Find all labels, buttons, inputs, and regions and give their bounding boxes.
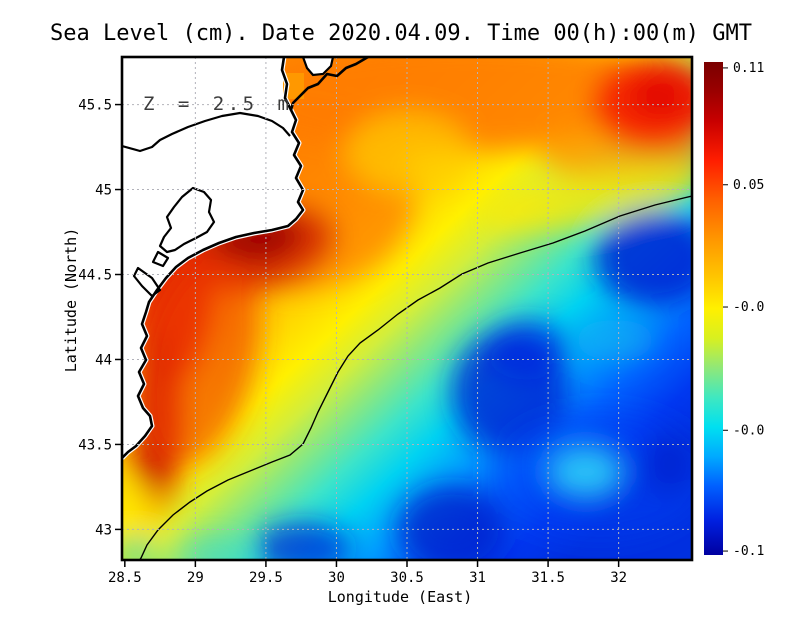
x-tick-label: 28.5 bbox=[108, 570, 142, 586]
x-axis-label: Longitude (East) bbox=[328, 588, 473, 606]
y-tick-label: 44.5 bbox=[78, 268, 112, 284]
x-tick-label: 30 bbox=[328, 570, 345, 586]
inland-water-outlines bbox=[122, 111, 291, 298]
colorbar-tick-label: -0.0 bbox=[733, 300, 764, 315]
colorbar-labels: 0.11 0.05 -0.0 -0.0 -0.1 bbox=[723, 61, 764, 559]
depth-annotation: Z = 2.5 m bbox=[143, 93, 292, 115]
y-tick-label: 44 bbox=[95, 352, 112, 368]
sea-level-field bbox=[122, 57, 692, 560]
land-mass bbox=[122, 57, 303, 458]
y-tick-label: 43.5 bbox=[78, 437, 112, 453]
x-tick-label: 29 bbox=[187, 570, 204, 586]
colorbar-tick-label: 0.05 bbox=[733, 178, 764, 193]
chart-title: Sea Level (cm). Date 2020.04.09. Time 00… bbox=[50, 21, 752, 46]
coastline bbox=[122, 57, 305, 459]
y-tick-label: 43 bbox=[95, 522, 112, 538]
north-coastline bbox=[289, 57, 369, 111]
x-tick-label: 32 bbox=[610, 570, 627, 586]
y-axis-label: Latitude (North) bbox=[62, 228, 80, 373]
axis-ticks bbox=[115, 103, 620, 567]
delta-islet bbox=[301, 57, 335, 77]
colorbar-tick-label: -0.1 bbox=[733, 544, 764, 559]
y-tick-label: 45 bbox=[95, 183, 112, 199]
colorbar-tick-label: 0.11 bbox=[733, 61, 764, 76]
x-tick-label: 29.5 bbox=[249, 570, 283, 586]
x-tick-label: 31.5 bbox=[531, 570, 565, 586]
colorbar bbox=[704, 62, 723, 555]
zero-contour-line bbox=[138, 195, 692, 560]
colorbar-tick-label: -0.0 bbox=[733, 423, 764, 438]
axis-tick-labels: 28.5 29 29.5 30 30.5 31 31.5 32 45.5 45 44.5 44 43.5… bbox=[78, 98, 627, 586]
gridlines bbox=[122, 57, 692, 560]
x-tick-label: 30.5 bbox=[390, 570, 424, 586]
y-tick-label: 45.5 bbox=[78, 98, 112, 114]
x-tick-label: 31 bbox=[469, 570, 486, 586]
